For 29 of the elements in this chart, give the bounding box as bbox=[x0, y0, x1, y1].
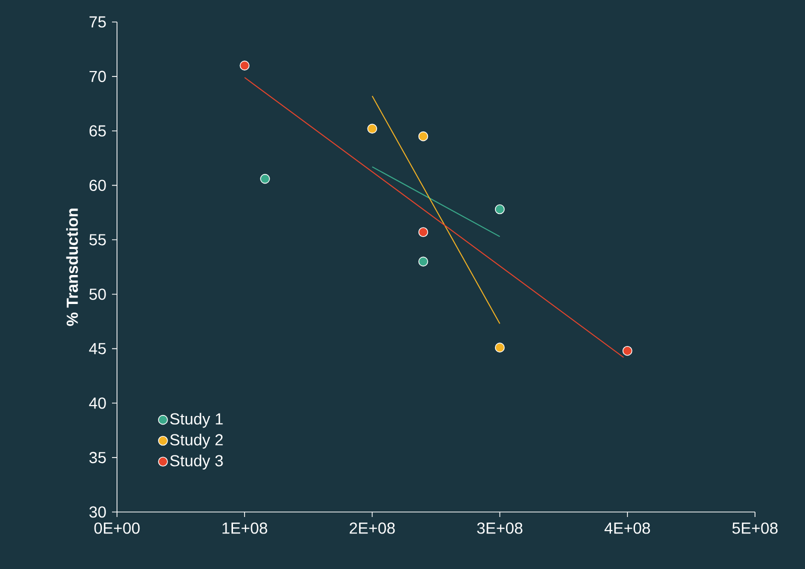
y-tick-label: 35 bbox=[89, 452, 106, 464]
y-tick-label: 30 bbox=[89, 506, 106, 518]
y-tick-label: 75 bbox=[90, 16, 106, 28]
y-tick-label: 55 bbox=[89, 234, 106, 246]
point bbox=[418, 227, 428, 238]
x-tick-label: 1E+08 bbox=[222, 522, 268, 534]
y-tick-label: 40 bbox=[89, 397, 106, 409]
point bbox=[240, 60, 250, 70]
point bbox=[622, 346, 632, 356]
y-axis-title: % Transduction bbox=[66, 208, 78, 326]
point bbox=[367, 124, 378, 134]
y-tick-label: 45 bbox=[89, 343, 106, 354]
point bbox=[418, 131, 428, 142]
point bbox=[260, 174, 270, 184]
legend-label: Study 2 bbox=[170, 434, 223, 449]
legend-label: Study 3 bbox=[170, 454, 223, 470]
y-tick-label: 50 bbox=[89, 288, 106, 300]
x-tick-label: 5E+08 bbox=[732, 522, 778, 534]
point bbox=[494, 204, 505, 214]
x-tick-label: 2E+08 bbox=[350, 522, 395, 534]
point bbox=[494, 342, 505, 352]
y-tick-label: 60 bbox=[90, 180, 106, 191]
x-tick-label: 4E+08 bbox=[604, 522, 650, 534]
x-tick-label: 0E+00 bbox=[94, 522, 140, 534]
y-tick-label: 70 bbox=[90, 70, 106, 82]
legend-label: Study 1 bbox=[170, 412, 223, 428]
y-tick-label: 65 bbox=[90, 125, 106, 137]
x-tick-label: 3E+08 bbox=[477, 522, 522, 534]
point bbox=[418, 256, 428, 266]
